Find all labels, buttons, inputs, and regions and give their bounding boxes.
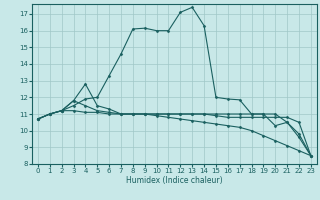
X-axis label: Humidex (Indice chaleur): Humidex (Indice chaleur) [126, 176, 223, 185]
